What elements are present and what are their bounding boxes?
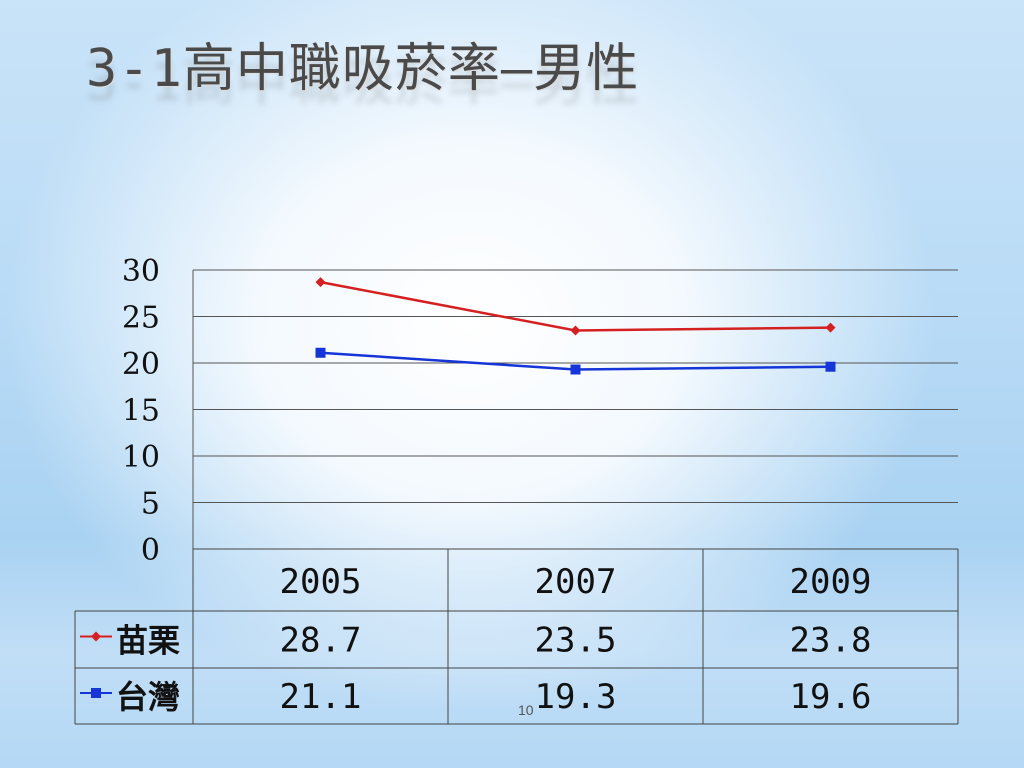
data-point [315,347,326,358]
legend-series-name: 台灣 [116,678,180,716]
data-point [825,361,836,372]
series-line [320,280,831,332]
data-point [315,277,326,288]
page-title: 3-1高中職吸菸率—男性 [86,39,640,99]
y-tick-label: 25 [122,301,160,336]
table-value: 23.5 [535,621,617,661]
table-value: 21.1 [280,677,362,717]
table-value: 19.6 [790,677,872,717]
x-category-label: 2005 [280,562,362,602]
series-lines [315,277,836,375]
y-tick-label: 0 [141,533,160,568]
table-value: 19.3 [535,677,617,717]
x-category-label: 2007 [535,562,617,602]
slide-number: 10 [518,702,534,718]
data-point [825,322,836,333]
data-point [570,364,581,375]
y-tick-label: 10 [122,440,160,475]
table-value: 28.7 [280,621,362,661]
data-table: 2005 2007 2009 苗栗 28.7 23.5 23.8 台灣 21.1 19.3 19.6 [74,548,959,725]
y-axis-ticks: 0 5 10 15 20 25 30 [122,254,160,568]
table-value: 23.8 [790,621,872,661]
y-tick-label: 30 [122,254,160,289]
y-tick-label: 20 [122,347,160,382]
legend-series-name: 苗栗 [116,622,180,660]
y-tick-label: 15 [122,394,160,429]
data-point [570,325,581,336]
gridlines [192,269,958,550]
y-tick-label: 5 [141,487,160,522]
legend-key-marker [91,688,101,698]
legend-key-marker [91,631,101,642]
x-category-label: 2009 [790,562,872,602]
